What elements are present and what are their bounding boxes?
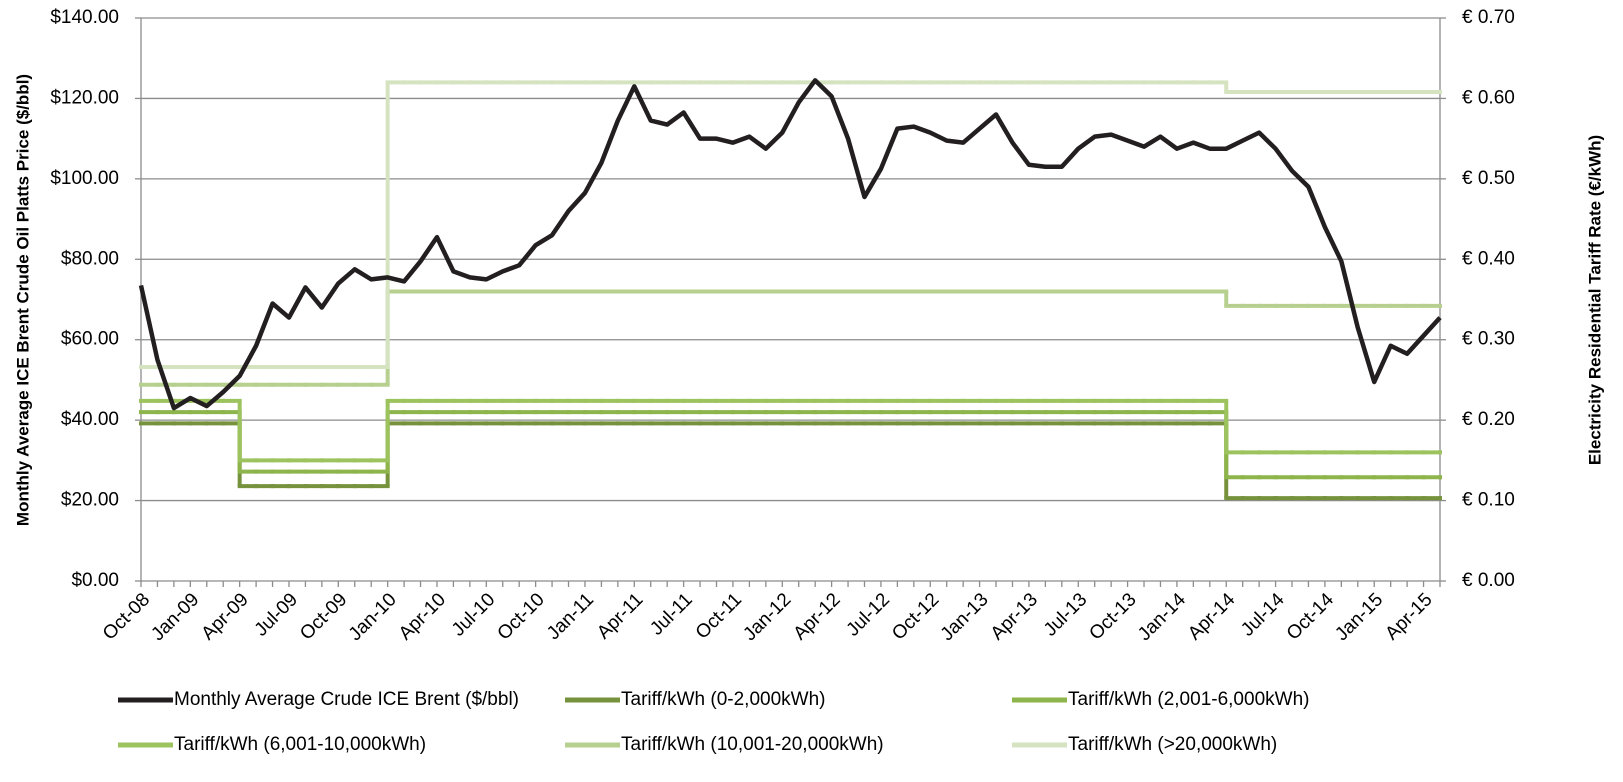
y-tick-label: $60.00 — [61, 329, 119, 350]
y-axis-title: Monthly Average ICE Brent Crude Oil Plat… — [13, 74, 32, 526]
y-tick-label: $80.00 — [61, 248, 119, 269]
y-tick-label: $100.00 — [50, 168, 119, 189]
x-tick-label: Oct-14 — [1283, 589, 1338, 644]
x-tick-label: Oct-13 — [1085, 589, 1140, 644]
x-tick-label: Jan-14 — [1134, 589, 1190, 645]
line-series — [138, 78, 1442, 411]
x-tick-label: Apr-15 — [1381, 589, 1436, 644]
x-tick-label: Apr-14 — [1184, 589, 1239, 644]
y2-tick-label: € 0.30 — [1462, 329, 1515, 350]
legend-label: Tariff/kWh (0-2,000kWh) — [621, 689, 825, 710]
x-tick-label: Jan-11 — [543, 589, 598, 644]
legend-label: Tariff/kWh (10,001-20,000kWh) — [621, 734, 884, 755]
y2-tick-label: € 0.60 — [1462, 87, 1515, 108]
legend-label: Tariff/kWh (6,001-10,000kWh) — [174, 734, 426, 755]
x-tick-label: Jan-10 — [345, 589, 401, 645]
x-tick-label: Oct-12 — [888, 589, 943, 644]
x-tick-label: Jul-10 — [448, 589, 499, 640]
x-tick-label: Jul-11 — [646, 589, 696, 639]
x-tick-label: Oct-09 — [296, 589, 351, 644]
y-tick-label: $140.00 — [50, 7, 119, 28]
x-tick-label: Apr-13 — [987, 589, 1042, 644]
y-tick-label: $0.00 — [71, 570, 119, 591]
y2-tick-label: € 0.10 — [1462, 490, 1515, 511]
y-tick-label: $20.00 — [61, 490, 119, 511]
y-tick-label: $120.00 — [50, 87, 119, 108]
y2-tick-label: € 0.70 — [1462, 7, 1515, 28]
x-tick-label: Oct-08 — [99, 589, 154, 644]
x-tick-label: Apr-11 — [593, 589, 647, 643]
y2-tick-label: € 0.00 — [1462, 570, 1515, 591]
x-tick-label: Oct-11 — [692, 589, 746, 643]
x-tick-label: Jan-09 — [147, 589, 203, 645]
x-tick-label: Jul-14 — [1237, 589, 1289, 641]
legend-label: Monthly Average Crude ICE Brent ($/bbl) — [174, 689, 519, 710]
legend-label: Tariff/kWh (>20,000kWh) — [1068, 734, 1277, 755]
x-tick-label: Jan-12 — [739, 589, 795, 645]
y2-axis-title: Electricity Residential Tariff Rate (€/k… — [1585, 135, 1604, 465]
x-tick-label: Jan-15 — [1331, 589, 1387, 645]
x-tick-label: Apr-10 — [395, 589, 450, 644]
x-tick-label: Jul-09 — [251, 589, 302, 640]
x-tick-label: Jul-12 — [843, 589, 894, 640]
x-tick-label: Apr-09 — [198, 589, 253, 644]
x-tick-label: Oct-10 — [494, 589, 549, 644]
x-tick-label: Apr-12 — [790, 589, 845, 644]
legend-label: Tariff/kWh (2,001-6,000kWh) — [1068, 689, 1309, 710]
y-tick-label: $40.00 — [61, 409, 119, 430]
x-tick-label: Jan-13 — [937, 589, 993, 645]
x-tick-label: Jul-13 — [1040, 589, 1091, 640]
y2-tick-label: € 0.40 — [1462, 248, 1515, 269]
y2-tick-label: € 0.20 — [1462, 409, 1515, 430]
y2-tick-label: € 0.50 — [1462, 168, 1515, 189]
